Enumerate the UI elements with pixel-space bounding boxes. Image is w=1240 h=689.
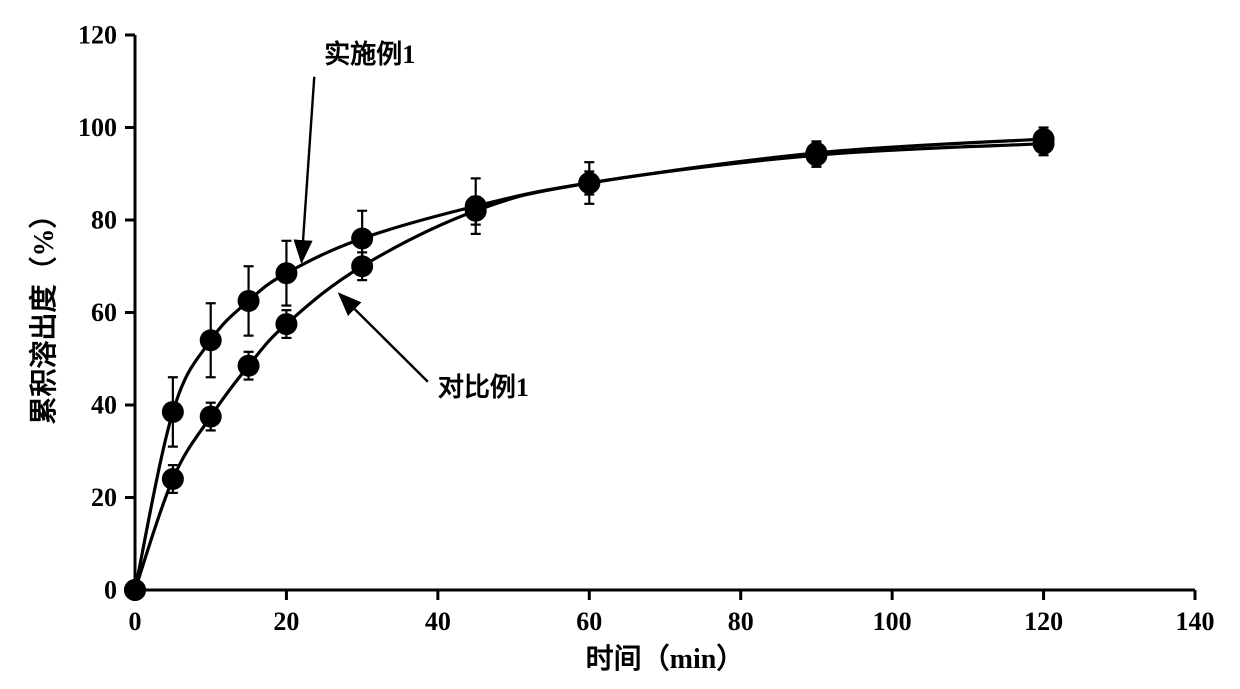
- data-point-compare1: [578, 172, 600, 194]
- x-tick-label: 140: [1176, 607, 1215, 636]
- y-tick-label: 0: [104, 576, 117, 605]
- x-tick-label: 120: [1024, 607, 1063, 636]
- data-point-compare1: [275, 313, 297, 335]
- data-point-compare1: [162, 468, 184, 490]
- x-tick-label: 20: [273, 607, 299, 636]
- annotation-label-compare1: 对比例1: [438, 373, 529, 402]
- y-tick-label: 100: [78, 113, 117, 142]
- data-point-example1: [162, 401, 184, 423]
- x-tick-label: 40: [425, 607, 451, 636]
- dissolution-chart: 0 20 40 60 80 100 120 140 0 20 40 60 80 100 120 时间（min）…: [0, 0, 1240, 689]
- y-tick-label: 40: [91, 391, 117, 420]
- data-point-compare1: [351, 255, 373, 277]
- y-axis-label: 累积溶出度（%）: [27, 200, 60, 424]
- x-axis-label: 时间（min）: [586, 642, 745, 675]
- data-point-compare1: [124, 579, 146, 601]
- data-point-example1: [200, 329, 222, 351]
- x-tick-label: 80: [728, 607, 754, 636]
- data-point-example1: [275, 262, 297, 284]
- data-point-example1: [351, 228, 373, 250]
- x-tick-label: 60: [576, 607, 602, 636]
- data-point-compare1: [805, 144, 827, 166]
- x-tick-label: 0: [129, 607, 142, 636]
- y-tick-label: 20: [91, 483, 117, 512]
- y-tick-label: 60: [91, 298, 117, 327]
- y-tick-label: 80: [91, 206, 117, 235]
- y-tick-label: 120: [78, 21, 117, 50]
- data-point-compare1: [200, 406, 222, 428]
- data-point-example1: [238, 290, 260, 312]
- annotation-label-example1: 实施例1: [324, 39, 415, 69]
- data-point-compare1: [238, 355, 260, 377]
- data-point-compare1: [465, 200, 487, 222]
- x-tick-label: 100: [873, 607, 912, 636]
- data-point-compare1: [1033, 133, 1055, 155]
